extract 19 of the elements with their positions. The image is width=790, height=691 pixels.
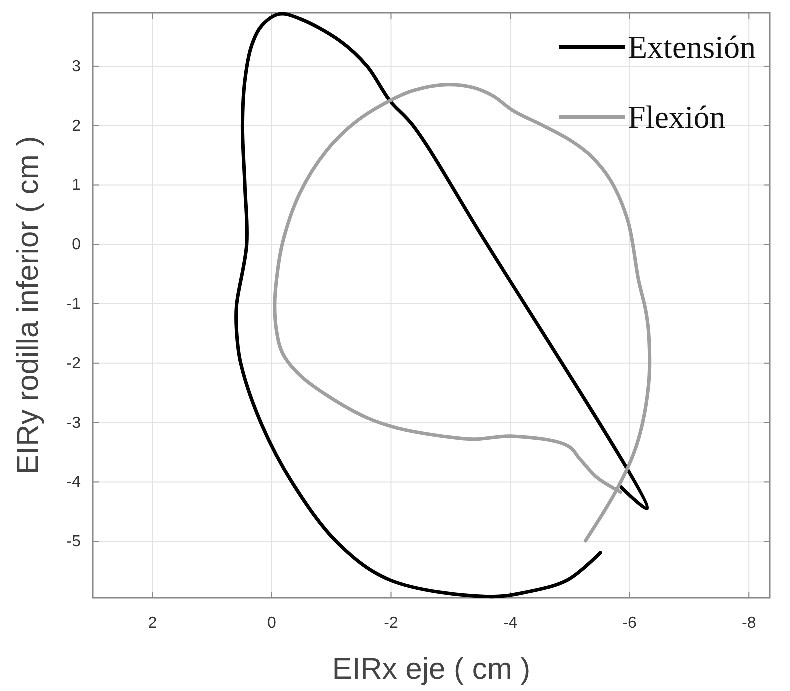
y-tick-label: -3 bbox=[66, 414, 82, 432]
legend-label: Extensión bbox=[628, 29, 756, 65]
y-tick-label: 2 bbox=[72, 118, 82, 135]
x-axis-title: EIRx eje ( cm ) bbox=[332, 653, 531, 686]
y-tick-label: -4 bbox=[66, 474, 82, 492]
x-tick-label: -2 bbox=[384, 615, 398, 632]
x-tick-label: 0 bbox=[267, 615, 276, 632]
y-tick-label: 0 bbox=[72, 236, 82, 254]
x-tick-label: -8 bbox=[742, 615, 756, 632]
y-axis-title: EIRy rodilla inferior ( cm ) bbox=[12, 136, 45, 475]
legend-label: Flexión bbox=[628, 99, 726, 135]
x-tick-label: -6 bbox=[622, 615, 638, 632]
y-tick-label: -5 bbox=[66, 534, 82, 551]
y-tick-label: 1 bbox=[72, 177, 82, 194]
x-tick-label: 2 bbox=[148, 615, 158, 632]
x-tick-label: -4 bbox=[503, 615, 518, 632]
y-tick-label: 3 bbox=[72, 58, 82, 76]
y-tick-label: -2 bbox=[66, 355, 82, 372]
y-tick-label: -1 bbox=[66, 296, 82, 314]
